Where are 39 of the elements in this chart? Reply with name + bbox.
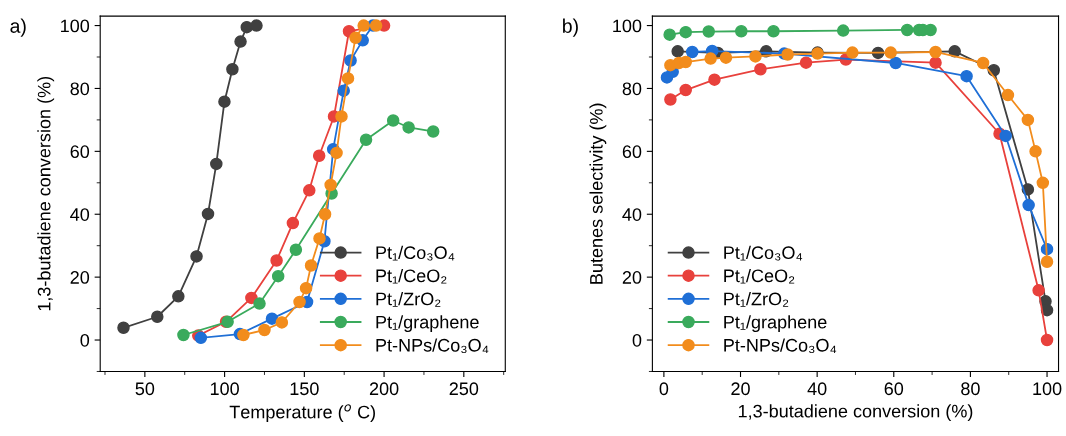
x-tick-label: 100 (210, 382, 239, 396)
legend-label: Pt₁/CeO₂ (724, 268, 795, 284)
y-tick-label: 40 (622, 208, 642, 221)
x-tick-label: 150 (290, 382, 319, 396)
x-tick-label: 20 (731, 382, 750, 396)
x-axis-title: Temperature ($^{o}$ C) (229, 404, 375, 423)
y-axis-title: 1,3-butadiene conversion (%) (37, 76, 55, 311)
x-tick-label: 200 (369, 382, 399, 396)
y-tick-label: 60 (622, 145, 642, 159)
x-tick-label: 250 (449, 382, 479, 396)
x-tick-label: 80 (961, 382, 980, 396)
y-tick-label: 0 (80, 333, 90, 347)
y-tick-label: 80 (622, 82, 642, 96)
y-tick-label: 100 (61, 19, 90, 33)
y-tick-label: 20 (70, 271, 90, 284)
text: a) (10, 18, 26, 37)
x-tick-label: 40 (807, 382, 827, 396)
x-axis-title: 1,3-butadiene conversion (%) (738, 404, 973, 422)
y-tick-label: 100 (613, 19, 642, 33)
x-tick-label: 100 (1033, 382, 1062, 396)
y-tick-label: 0 (632, 333, 642, 347)
text: b) (563, 18, 578, 37)
x-tick-label: 0 (659, 382, 669, 396)
legend-label: Pt₁/Co₃O₄ (724, 245, 803, 261)
legend-label: Pt₁/graphene (724, 315, 827, 333)
legend-label: Pt₁/ZrO₂ (376, 292, 441, 307)
legend-label: Pt-NPs/Co₃O₄ (724, 338, 837, 354)
legend-label: Pt₁/graphene (376, 315, 479, 333)
x-tick-label: 50 (135, 382, 155, 396)
y-tick-label: 80 (70, 82, 90, 96)
legend-label: Pt₁/Co₃O₄ (376, 245, 455, 261)
y-tick-label: 20 (622, 271, 642, 284)
legend-label: Pt₁/CeO₂ (376, 268, 447, 284)
legend-label: Pt-NPs/Co₃O₄ (376, 338, 489, 354)
legend-label: Pt₁/ZrO₂ (724, 292, 789, 307)
y-tick-label: 40 (70, 208, 90, 221)
y-axis-title: Butenes selectivity (%) (589, 103, 607, 284)
x-tick-label: 60 (884, 382, 904, 396)
y-tick-label: 60 (70, 145, 90, 159)
